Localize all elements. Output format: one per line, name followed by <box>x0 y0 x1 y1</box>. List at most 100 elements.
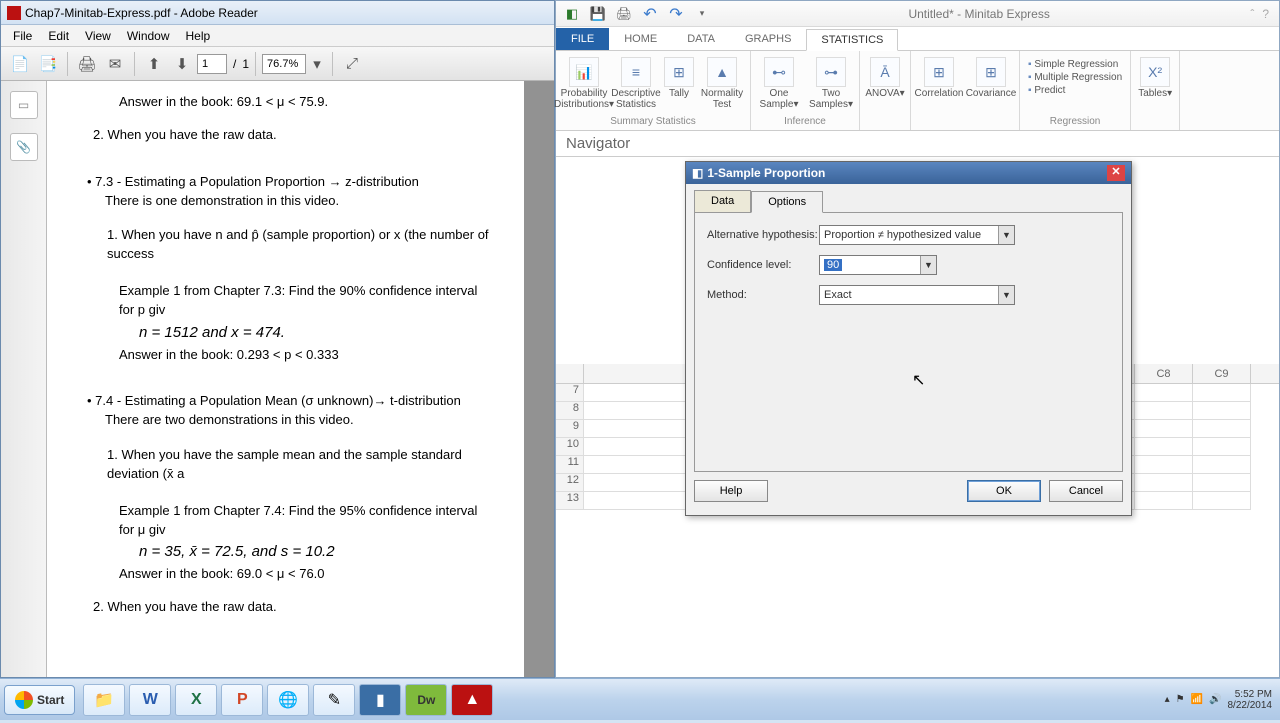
dialog-tab-options[interactable]: Options <box>751 191 823 213</box>
menu-edit[interactable]: Edit <box>40 29 77 43</box>
export-icon[interactable]: 📄 <box>7 51 33 77</box>
tray-volume-icon[interactable]: 🔊 <box>1209 694 1221 705</box>
taskbar-notepad-icon[interactable]: ✎ <box>313 684 355 716</box>
taskbar-excel-icon[interactable]: X <box>175 684 217 716</box>
adobe-titlebar[interactable]: Chap7-Minitab-Express.pdf - Adobe Reader <box>1 1 554 25</box>
method-select[interactable]: Exact▼ <box>819 285 1015 305</box>
cell[interactable] <box>1135 474 1193 492</box>
cell[interactable] <box>1193 402 1251 420</box>
tab-statistics[interactable]: STATISTICS <box>806 29 898 51</box>
anova-button[interactable]: ĀANOVA▾ <box>864 57 906 99</box>
ok-button[interactable]: OK <box>967 480 1041 502</box>
col-header-c9[interactable]: C9 <box>1193 364 1251 383</box>
one-sample-button[interactable]: ⊷One Sample▾ <box>755 57 803 110</box>
tab-file[interactable]: FILE <box>556 28 609 50</box>
cell[interactable] <box>1193 492 1251 510</box>
save-icon[interactable]: 💾 <box>590 6 606 22</box>
taskbar-word-icon[interactable]: W <box>129 684 171 716</box>
row-header[interactable]: 9 <box>556 420 584 438</box>
covariance-button[interactable]: ⊞Covariance <box>967 57 1015 99</box>
taskbar-dreamweaver-icon[interactable]: Dw <box>405 684 447 716</box>
page-current[interactable]: 1 <box>197 54 227 74</box>
tables-button[interactable]: X²Tables▾ <box>1135 57 1175 99</box>
close-icon[interactable]: ✕ <box>1107 165 1125 181</box>
row-header[interactable]: 8 <box>556 402 584 420</box>
normality-test-button[interactable]: ▲Normality Test <box>698 57 746 110</box>
tray-expand-icon[interactable]: ▴ <box>1165 694 1170 705</box>
page-down-icon[interactable]: ⬇ <box>169 51 195 77</box>
predict-button[interactable]: Predict <box>1028 85 1122 96</box>
cell[interactable] <box>1193 420 1251 438</box>
cell[interactable] <box>1135 402 1193 420</box>
confidence-level-input[interactable]: 90▼ <box>819 255 937 275</box>
redo-icon[interactable]: ↷ <box>668 6 684 22</box>
taskbar-explorer-icon[interactable]: 📁 <box>83 684 125 716</box>
row-header[interactable]: 11 <box>556 456 584 474</box>
taskbar-chrome-icon[interactable]: 🌐 <box>267 684 309 716</box>
cell[interactable] <box>1135 492 1193 510</box>
dropdown-arrow-icon: ▼ <box>998 286 1014 304</box>
cell[interactable] <box>1135 456 1193 474</box>
taskbar-powerpoint-icon[interactable]: P <box>221 684 263 716</box>
correlation-button[interactable]: ⊞Correlation <box>915 57 963 99</box>
cell[interactable] <box>1135 438 1193 456</box>
cell[interactable] <box>1135 384 1193 402</box>
cell[interactable] <box>1135 420 1193 438</box>
corner-cell[interactable] <box>556 364 584 383</box>
row-header[interactable]: 13 <box>556 492 584 510</box>
alternative-hypothesis-select[interactable]: Proportion ≠ hypothesized value▼ <box>819 225 1015 245</box>
help-button[interactable]: Help <box>694 480 768 502</box>
row-header[interactable]: 10 <box>556 438 584 456</box>
cell[interactable] <box>1193 384 1251 402</box>
adobe-body: ▭ 📎 Answer in the book: 69.1 < μ < 75.9.… <box>1 81 554 677</box>
tray-flag-icon[interactable]: ⚑ <box>1176 694 1185 705</box>
row-header[interactable]: 7 <box>556 384 584 402</box>
save-icon[interactable]: 📑 <box>35 51 61 77</box>
menu-help[interactable]: Help <box>178 29 219 43</box>
minitab-titlebar[interactable]: ◧ 💾 🖨 ↶ ↷ ▾ Untitled* - Minitab Express … <box>556 1 1279 27</box>
tray-network-icon[interactable]: 📶 <box>1191 694 1203 705</box>
doc-math: n = 35, x̄ = 72.5, and s = 10.2 <box>139 541 494 563</box>
tab-home[interactable]: HOME <box>609 28 672 50</box>
menu-window[interactable]: Window <box>119 29 178 43</box>
undo-icon[interactable]: ↶ <box>642 6 658 22</box>
probability-distributions-button[interactable]: 📊Probability Distributions▾ <box>560 57 608 110</box>
tray-clock[interactable]: 5:52 PM 8/22/2014 <box>1228 689 1273 711</box>
multiple-regression-button[interactable]: Multiple Regression <box>1028 72 1122 83</box>
dialog-tab-data[interactable]: Data <box>694 190 751 212</box>
thumbnails-icon[interactable]: ▭ <box>10 91 38 119</box>
taskbar-adobe-icon[interactable]: ▲ <box>451 684 493 716</box>
simple-regression-button[interactable]: Simple Regression <box>1028 59 1122 70</box>
ribbon-group-summary: 📊Probability Distributions▾ ≡Descriptive… <box>556 51 751 130</box>
menu-file[interactable]: File <box>5 29 40 43</box>
descriptive-statistics-button[interactable]: ≡Descriptive Statistics <box>612 57 660 110</box>
cell[interactable] <box>1193 456 1251 474</box>
col-header-c8[interactable]: C8 <box>1135 364 1193 383</box>
fit-icon[interactable]: ⤢ <box>339 51 365 77</box>
print-icon[interactable]: 🖨 <box>616 6 632 22</box>
print-icon[interactable]: 🖨 <box>74 51 100 77</box>
two-samples-button[interactable]: ⊶Two Samples▾ <box>807 57 855 110</box>
adobe-document-area[interactable]: Answer in the book: 69.1 < μ < 75.9. 2. … <box>47 81 554 677</box>
qat-customize-icon[interactable]: ▾ <box>694 6 710 22</box>
page-up-icon[interactable]: ⬆ <box>141 51 167 77</box>
email-icon[interactable]: ✉ <box>102 51 128 77</box>
tab-data[interactable]: DATA <box>672 28 730 50</box>
zoom-field[interactable]: 76.7% <box>262 54 306 74</box>
start-button[interactable]: Start <box>4 685 75 715</box>
zoom-dropdown-icon[interactable]: ▾ <box>308 51 326 77</box>
help-icon[interactable]: ˆ <box>1250 7 1254 21</box>
cell[interactable] <box>1193 438 1251 456</box>
attachments-icon[interactable]: 📎 <box>10 133 38 161</box>
tab-graphs[interactable]: GRAPHS <box>730 28 806 50</box>
help-icon[interactable]: ? <box>1262 7 1269 21</box>
tally-button[interactable]: ⊞Tally <box>664 57 694 99</box>
ribbon-tabs: FILE HOME DATA GRAPHS STATISTICS <box>556 27 1279 51</box>
cancel-button[interactable]: Cancel <box>1049 480 1123 502</box>
taskbar-minitab-icon[interactable]: ▮ <box>359 684 401 716</box>
row-header[interactable]: 12 <box>556 474 584 492</box>
cell[interactable] <box>1193 474 1251 492</box>
menu-view[interactable]: View <box>77 29 119 43</box>
dialog-titlebar[interactable]: ◧ 1-Sample Proportion ✕ <box>686 162 1131 184</box>
pdf-icon <box>7 6 21 20</box>
